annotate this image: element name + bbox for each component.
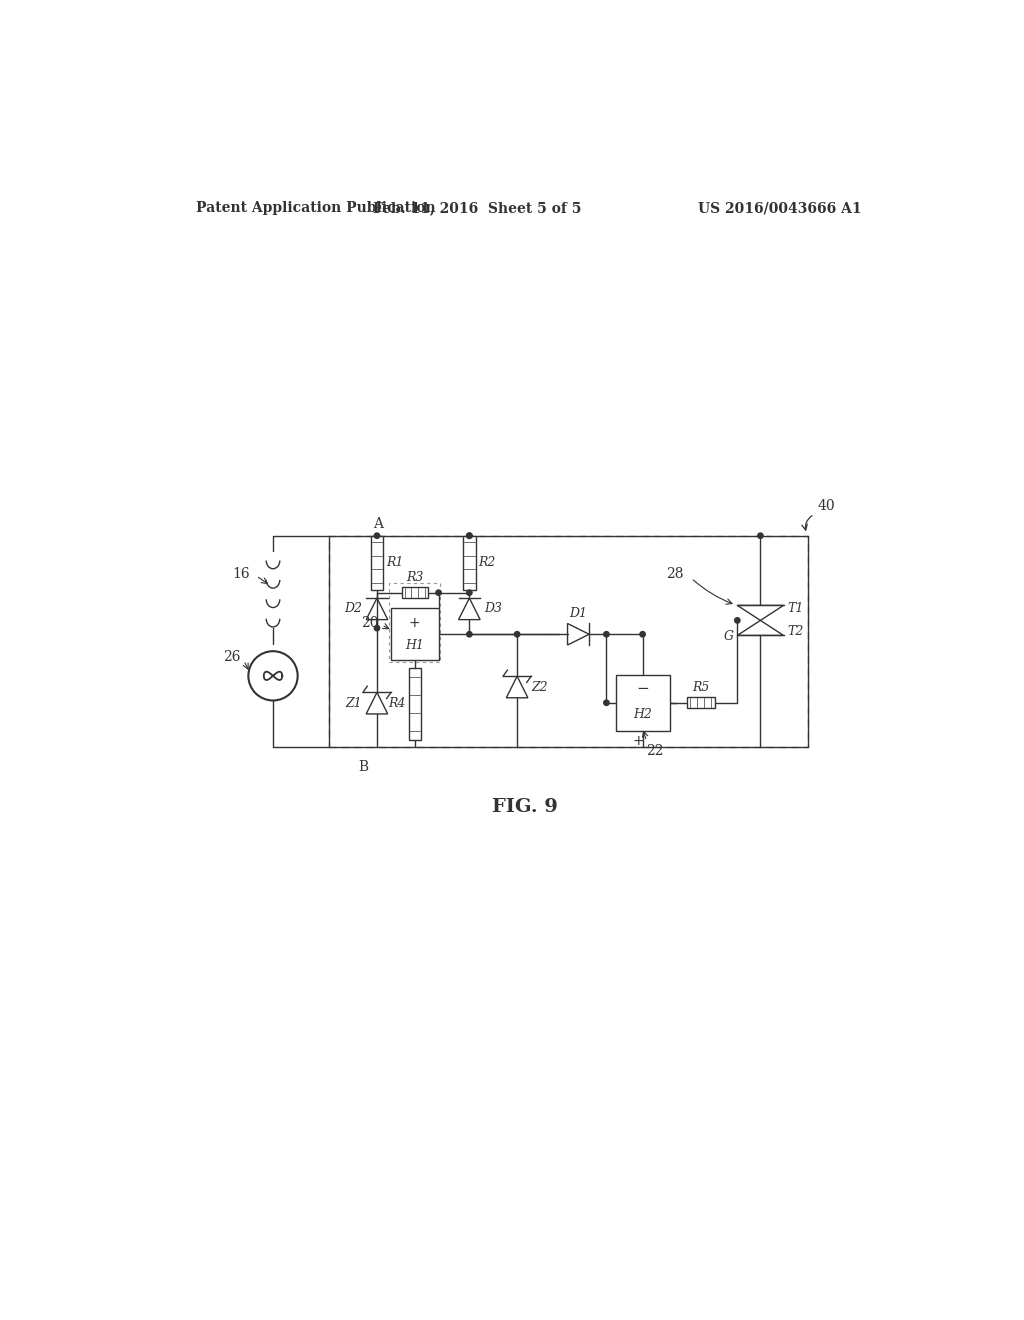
Text: Patent Application Publication: Patent Application Publication (196, 202, 435, 215)
Bar (463, 536, 475, 590)
Circle shape (436, 590, 441, 595)
Text: 20: 20 (361, 616, 379, 631)
Circle shape (640, 631, 645, 638)
Text: FIG. 9: FIG. 9 (492, 797, 558, 816)
Circle shape (514, 631, 520, 638)
Text: D2: D2 (344, 602, 362, 615)
Text: D3: D3 (484, 602, 502, 615)
Text: R3: R3 (406, 572, 423, 585)
Circle shape (374, 533, 380, 539)
Circle shape (604, 700, 609, 705)
Text: 40: 40 (817, 499, 835, 512)
Text: H2: H2 (633, 709, 652, 722)
Text: Z2: Z2 (531, 681, 549, 693)
Text: T1: T1 (787, 602, 804, 615)
Bar (391, 609, 438, 660)
Circle shape (467, 533, 472, 539)
Circle shape (374, 626, 380, 631)
Circle shape (467, 631, 472, 638)
Circle shape (604, 631, 609, 638)
Circle shape (467, 533, 472, 539)
Bar (401, 587, 428, 598)
Text: B: B (358, 760, 369, 774)
Text: 22: 22 (646, 744, 664, 759)
Text: G: G (724, 630, 733, 643)
Text: 28: 28 (666, 568, 683, 581)
Circle shape (734, 618, 740, 623)
Bar (687, 697, 715, 708)
Text: H1: H1 (406, 639, 424, 652)
Text: R4: R4 (388, 697, 406, 710)
Text: A: A (374, 517, 384, 531)
Bar (615, 675, 670, 730)
Text: D1: D1 (569, 607, 588, 619)
Text: R2: R2 (478, 556, 496, 569)
Text: +: + (633, 734, 644, 747)
Text: +: + (409, 615, 421, 630)
Circle shape (758, 533, 763, 539)
Text: T2: T2 (787, 626, 804, 639)
Text: R1: R1 (386, 556, 403, 569)
Text: US 2016/0043666 A1: US 2016/0043666 A1 (698, 202, 862, 215)
Text: 16: 16 (232, 568, 250, 581)
Text: Feb. 11, 2016  Sheet 5 of 5: Feb. 11, 2016 Sheet 5 of 5 (373, 202, 582, 215)
Text: 26: 26 (223, 649, 241, 664)
Text: −: − (636, 681, 649, 697)
Circle shape (467, 590, 472, 595)
Bar (409, 668, 421, 739)
Text: Z1: Z1 (346, 697, 362, 710)
Text: R5: R5 (692, 681, 710, 694)
Bar (371, 536, 383, 590)
